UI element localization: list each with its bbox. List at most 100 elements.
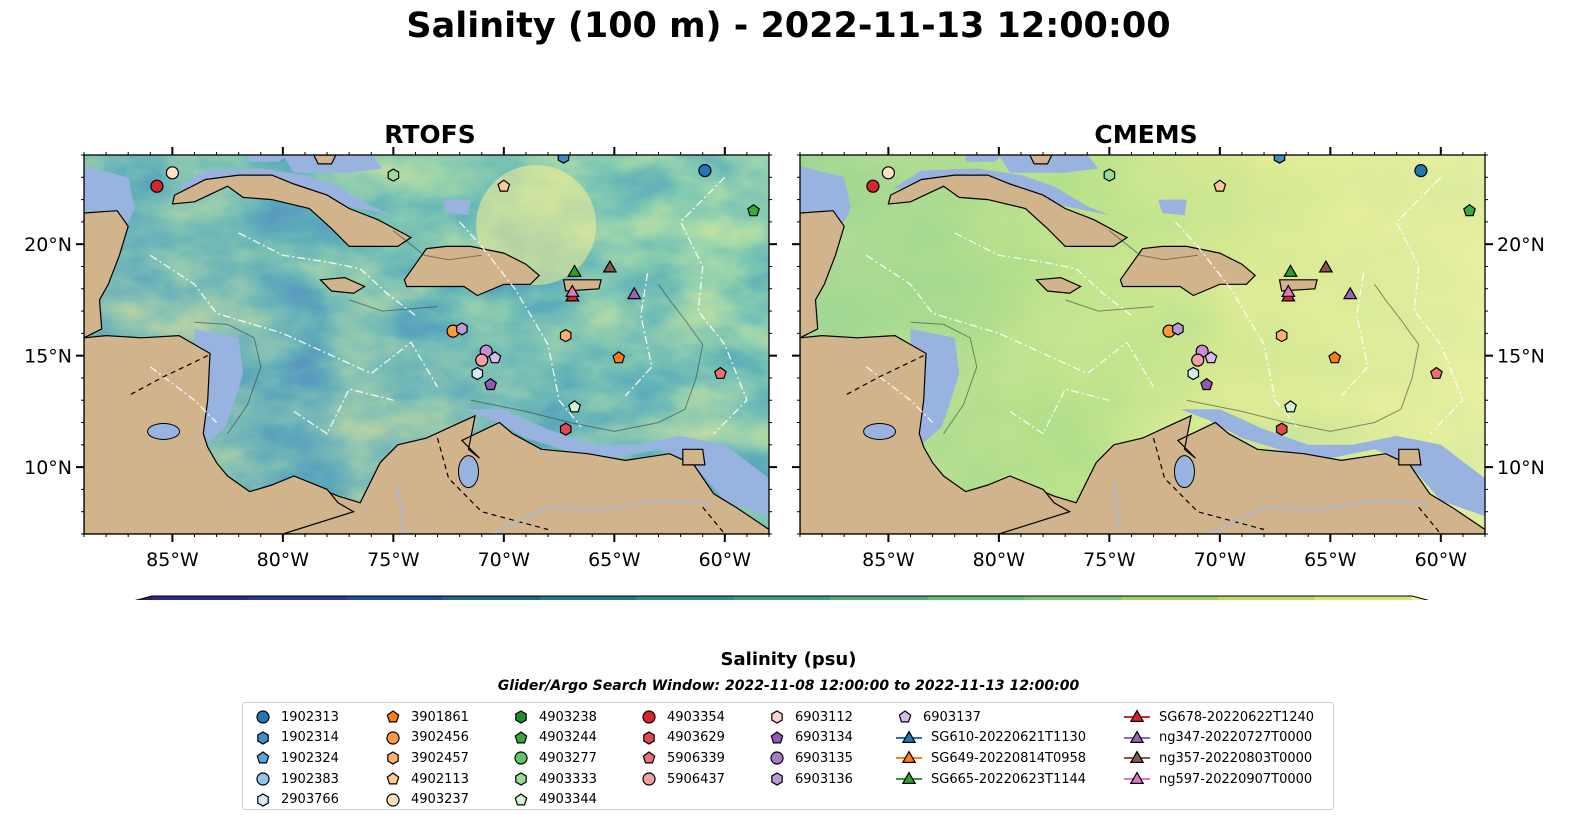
lon-tick-label: 85°W: [146, 549, 199, 571]
legend-label: 6903136: [795, 771, 853, 787]
lake-1: [1173, 455, 1195, 489]
legend-column: SG678-20220622T1240 ng347-20220727T0000 ng…: [1123, 707, 1314, 789]
lon-tick-label: 70°W: [478, 549, 531, 571]
lat-tick-label-left: 10°N: [24, 457, 72, 479]
lat-tick-label-left: 15°N: [24, 346, 72, 368]
legend-entry: SG649-20220814T0958: [895, 748, 1086, 769]
legend-label: 3901861: [411, 709, 469, 725]
obs-1902313: [1414, 164, 1428, 178]
legend-label: SG610-20220621T1130: [931, 730, 1087, 746]
obs-4903333: [568, 400, 582, 413]
colorbar-bin: [927, 596, 1025, 600]
obs-ng597-20220907T0000: [565, 284, 580, 297]
legend-marker-shape: [386, 710, 400, 723]
obs-1902314: [557, 155, 570, 164]
eez-boundary-2: [459, 221, 582, 428]
shelf-venezuela_shelf: [464, 409, 769, 517]
legend-label: 6903135: [795, 750, 853, 766]
legend-entry: SG678-20220622T1240: [1123, 707, 1314, 728]
legend-marker: [896, 771, 922, 785]
legend-label: 4903354: [667, 709, 725, 725]
legend-label: 4903238: [539, 709, 597, 725]
obs-4903354: [150, 179, 164, 193]
legend-label: 6903137: [923, 709, 981, 725]
legend-entry: 4903277: [511, 748, 597, 769]
obs-2903766: [1187, 366, 1200, 381]
land-yucatan: [800, 210, 845, 339]
legend-marker-shape: [514, 751, 528, 766]
legend-entry: 4902113: [383, 769, 469, 790]
eez-boundary-4: [679, 176, 748, 435]
legend-entry: 1902383: [253, 769, 339, 790]
colorbar-bin: [345, 596, 444, 600]
bathymetry-contour-0: [194, 321, 262, 434]
colorbar-bin: [1218, 596, 1316, 600]
bathymetry-contour-3: [1065, 299, 1154, 312]
legend-label: 4903344: [539, 792, 597, 808]
legend-marker-shape: [770, 751, 784, 766]
legend-entry: 1902313: [253, 707, 339, 728]
colorbar-bin: [1024, 596, 1122, 600]
legend-marker: [514, 731, 528, 744]
lat-tick-label-right: 10°N: [1497, 457, 1545, 479]
legend-label: 4903244: [539, 730, 597, 746]
eez-boundary-4: [1395, 176, 1464, 435]
obs-4903629: [559, 422, 572, 436]
obs-5906437: [1191, 353, 1205, 367]
colorbar-bin: [830, 596, 928, 600]
legend-label: 3902457: [411, 750, 469, 766]
panel-title-rtofs: RTOFS: [384, 120, 476, 149]
legend-marker: [642, 772, 656, 786]
eez-boundary-0: [865, 254, 1155, 388]
legend-column: 4903238 4903244 4903277 4903333 4903344: [511, 707, 597, 810]
legend-label: 5906437: [667, 771, 725, 787]
legend-entry: SG610-20220621T1130: [895, 728, 1086, 749]
obs-3902457: [559, 328, 572, 343]
eez-boundary-6: [865, 366, 934, 423]
legend-entry: ng357-20220803T0000: [1123, 748, 1314, 769]
panel-title-cmems: CMEMS: [1094, 120, 1198, 149]
legend-marker-shape: [514, 731, 528, 744]
legend-label: ng347-20220727T0000: [1159, 730, 1313, 746]
legend-entry: 4903238: [511, 707, 597, 728]
lon-tick-label: 60°W: [699, 549, 752, 571]
colorbar-bin: [1315, 596, 1413, 600]
obs-3902457: [1275, 328, 1288, 343]
map-rtofs: [84, 155, 769, 534]
country-border-2: [1418, 506, 1442, 534]
legend-entry: 4903629: [639, 728, 725, 749]
eez-boundary-2: [1175, 221, 1298, 428]
legend-marker: [898, 710, 912, 723]
bathymetry-contour-1: [470, 284, 704, 432]
bathymetry-contour-2: [1109, 230, 1198, 261]
legend-marker-shape: [386, 772, 400, 785]
colorbar-bin: [636, 596, 735, 600]
colorbar-outline: [134, 595, 1430, 600]
colorbar-bin: [1121, 596, 1219, 600]
legend-marker-shape: [901, 750, 917, 764]
legend-marker: [1124, 730, 1150, 743]
legend-marker-shape: [898, 710, 912, 723]
legend-marker-shape: [386, 793, 400, 807]
legend-marker: [642, 710, 656, 724]
obs-5906339: [1429, 366, 1443, 379]
legend-label: 5906339: [667, 750, 725, 766]
legend-marker-shape: [901, 730, 917, 743]
legend-marker: [256, 710, 270, 724]
lat-tick-label-left: 20°N: [24, 234, 72, 256]
colorbar-label: Salinity (psu): [720, 649, 857, 670]
legend-marker-shape: [1129, 730, 1145, 743]
legend-marker: [515, 710, 527, 724]
legend-marker: [771, 772, 783, 786]
legend-entry: SG665-20220623T1144: [895, 769, 1086, 790]
legend-marker: [386, 772, 400, 785]
legend-entry: 4903333: [511, 769, 597, 790]
obs-4903238: [747, 203, 760, 217]
obs-ng357-20220803T0000: [602, 259, 618, 273]
bathymetry-contour-0: [910, 321, 978, 434]
country-border-0: [843, 355, 924, 397]
legend-entry: 4903344: [511, 789, 597, 810]
land-cuba: [171, 174, 413, 247]
shelf-caicos: [1158, 199, 1187, 216]
legend-entry: 5906437: [639, 769, 725, 790]
